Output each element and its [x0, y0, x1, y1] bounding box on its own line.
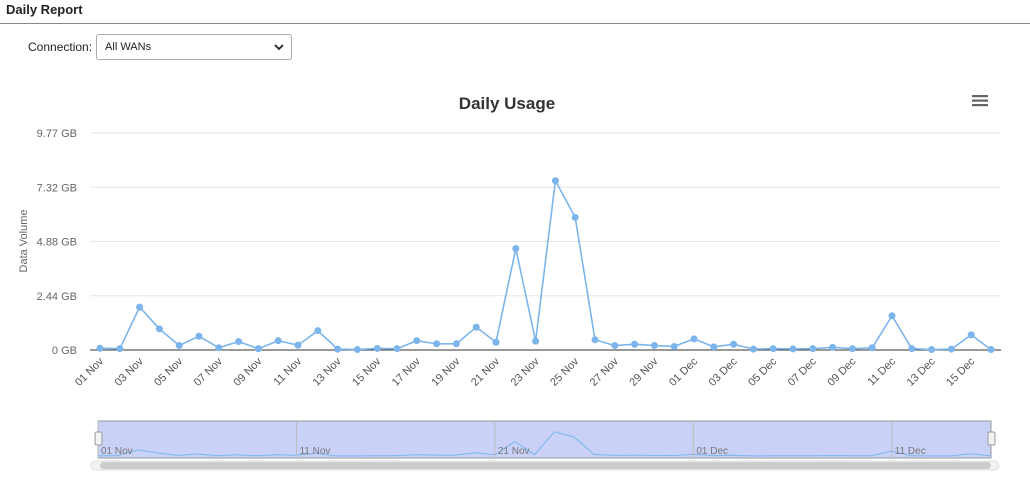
x-tick-label: 01 Dec [667, 355, 700, 388]
data-point[interactable] [928, 346, 936, 354]
data-point[interactable] [670, 342, 678, 350]
data-point[interactable] [413, 337, 421, 345]
data-point[interactable] [254, 345, 262, 353]
y-tick-label: 2.44 GB [37, 291, 77, 303]
data-point[interactable] [532, 337, 540, 345]
x-tick-label: 07 Nov [192, 355, 225, 388]
data-point[interactable] [730, 340, 738, 348]
hamburger-menu-icon[interactable] [968, 91, 992, 111]
x-tick-label: 09 Dec [825, 355, 858, 388]
data-point[interactable] [848, 345, 856, 353]
data-point[interactable] [809, 345, 817, 353]
data-point[interactable] [433, 340, 441, 348]
x-tick-label: 01 Nov [73, 355, 106, 388]
data-point[interactable] [452, 340, 460, 348]
series-line [99, 178, 992, 351]
x-tick-label: 21 Nov [469, 355, 502, 388]
y-tick-label: 0 GB [52, 345, 77, 357]
connection-label: Connection: [28, 40, 93, 54]
x-tick-label: 29 Nov [627, 355, 660, 388]
navigator: 01 Nov 11 Nov 21 Nov 01 Dec 11 Dec [90, 420, 1000, 471]
data-point[interactable] [136, 303, 144, 311]
navigator-label: 11 Dec [895, 446, 926, 457]
x-tick-label: 17 Nov [390, 355, 423, 388]
data-point[interactable] [155, 325, 163, 333]
data-point[interactable] [868, 344, 876, 352]
data-point[interactable] [769, 345, 777, 353]
y-axis-label: Data Volume [18, 210, 30, 273]
data-point[interactable] [512, 244, 520, 252]
data-point[interactable] [215, 344, 223, 352]
data-point[interactable] [947, 345, 955, 353]
navigator-label: 01 Dec [696, 446, 728, 457]
data-point[interactable] [591, 336, 599, 344]
data-point[interactable] [650, 342, 658, 350]
x-tick-label: 03 Nov [113, 355, 146, 388]
data-point[interactable] [789, 345, 797, 353]
navigator-selection[interactable] [97, 420, 992, 459]
x-tick-label: 05 Dec [746, 355, 779, 388]
data-point[interactable] [967, 331, 975, 339]
navigator-right-handle[interactable] [987, 431, 996, 446]
data-point[interactable] [96, 344, 104, 352]
x-tick-label: 27 Nov [588, 355, 621, 388]
chevron-down-icon [274, 44, 284, 51]
y-tick-label: 4.88 GB [37, 237, 77, 249]
x-tick-label: 07 Dec [786, 355, 819, 388]
x-tick-label: 05 Nov [152, 355, 185, 388]
data-point[interactable] [175, 342, 183, 350]
data-point[interactable] [690, 335, 698, 343]
data-point[interactable] [472, 323, 480, 331]
y-tick-label: 9.77 GB [37, 128, 77, 140]
navigator-label: 01 Nov [101, 446, 133, 457]
data-point[interactable] [710, 343, 718, 351]
connection-select[interactable]: All WANs [96, 34, 293, 60]
navigator-label: 21 Nov [498, 446, 530, 457]
x-tick-label: 25 Nov [548, 355, 581, 388]
x-tick-label: 13 Nov [311, 355, 344, 388]
x-tick-label: 23 Nov [509, 355, 542, 388]
x-tick-label: 09 Nov [231, 355, 264, 388]
x-tick-label: 15 Dec [944, 355, 977, 388]
scrollbar-thumb[interactable] [100, 462, 991, 469]
navigator-left-handle[interactable] [94, 431, 103, 446]
data-point[interactable] [492, 338, 500, 346]
navigator-label: 11 Nov [299, 446, 330, 457]
data-point[interactable] [551, 177, 559, 185]
x-tick-label: 15 Nov [350, 355, 383, 388]
data-point[interactable] [888, 312, 896, 320]
chart-title: Daily Usage [459, 94, 555, 113]
x-tick-label: 11 Dec [866, 355, 899, 388]
data-point[interactable] [631, 340, 639, 348]
data-point[interactable] [987, 346, 995, 354]
connection-selected-value: All WANs [105, 41, 152, 53]
data-point[interactable] [908, 345, 916, 353]
y-tick-label: 7.32 GB [37, 182, 77, 194]
data-point[interactable] [235, 338, 243, 346]
x-tick-label: 03 Dec [707, 355, 740, 388]
data-point[interactable] [611, 342, 619, 350]
data-point[interactable] [116, 345, 124, 353]
data-point[interactable] [393, 345, 401, 353]
data-point[interactable] [294, 341, 302, 349]
data-point[interactable] [353, 346, 361, 354]
x-tick-label: 11 Nov [272, 355, 305, 388]
report-header: Daily Report [0, 0, 1030, 24]
data-point[interactable] [195, 332, 203, 340]
x-tick-label: 13 Dec [905, 355, 938, 388]
page-title: Daily Report [6, 2, 83, 17]
connection-filter: Connection: All WANs [28, 34, 293, 60]
data-point[interactable] [829, 343, 837, 351]
data-point[interactable] [749, 345, 757, 353]
data-point[interactable] [571, 213, 579, 221]
data-point[interactable] [373, 344, 381, 352]
data-point[interactable] [274, 337, 282, 345]
data-point[interactable] [334, 345, 342, 353]
data-point[interactable] [314, 327, 322, 335]
navigator-series [97, 431, 992, 457]
x-tick-label: 19 Nov [429, 355, 462, 388]
